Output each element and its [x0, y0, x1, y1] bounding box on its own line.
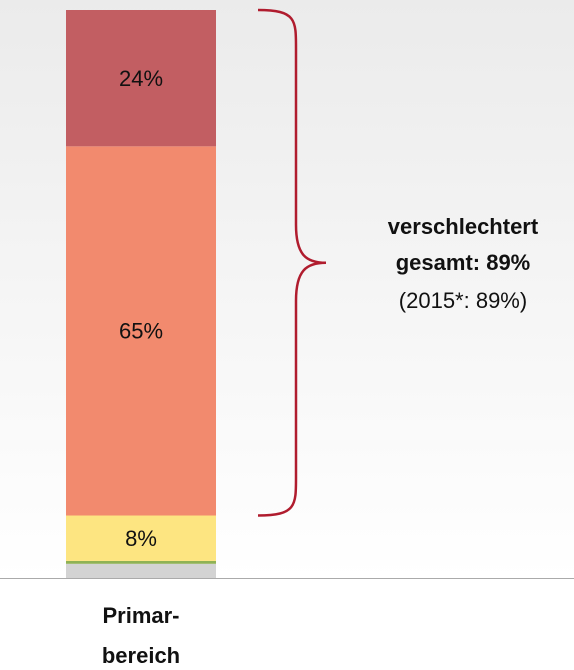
bar-segment [66, 560, 216, 564]
annotation: (2015*: 89%) [399, 288, 527, 313]
bar-segment [66, 515, 216, 561]
x-tick-label: Primar-bereich [102, 603, 180, 668]
data-label: 8% [125, 526, 157, 551]
annotation: gesamt: 89% [396, 250, 531, 275]
annotation: verschlechtert [388, 214, 539, 239]
bar-segment [66, 146, 216, 516]
bar-segment [66, 10, 216, 147]
bar-segment [66, 563, 216, 578]
brace [257, 8, 327, 517]
data-label: 24% [119, 66, 163, 91]
data-label: 65% [119, 319, 163, 344]
